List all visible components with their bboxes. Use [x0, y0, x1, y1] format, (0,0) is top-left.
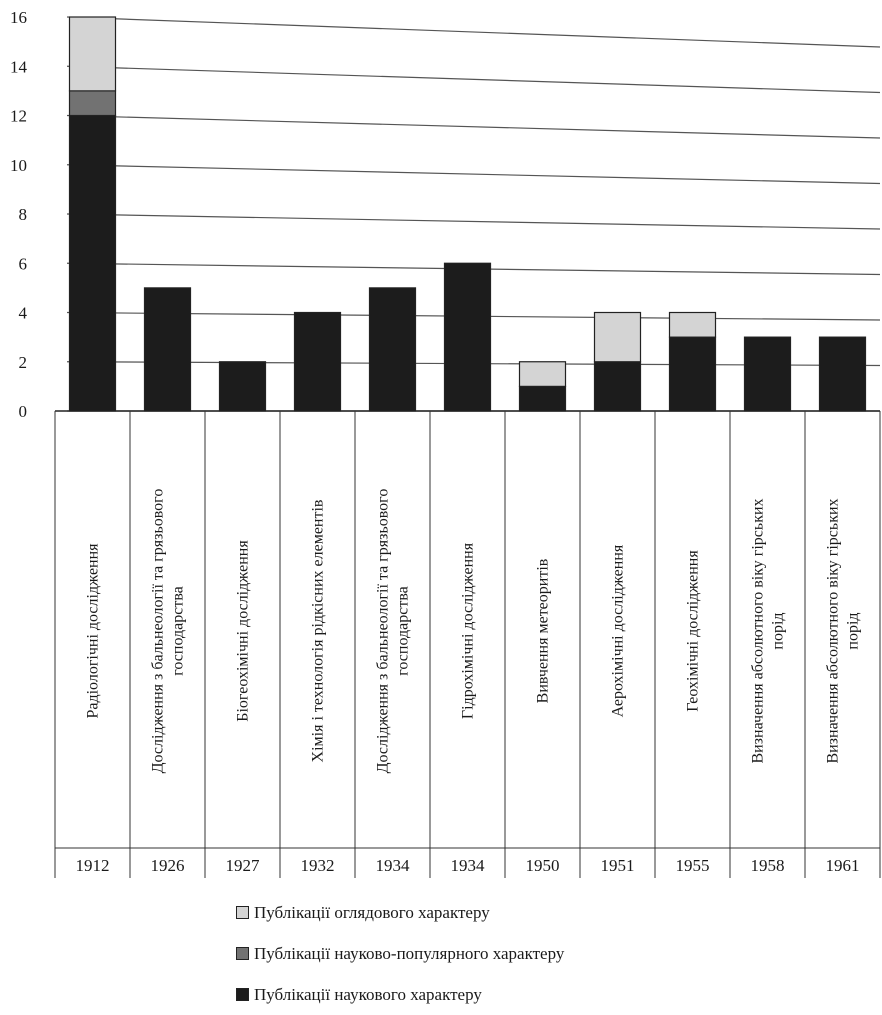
- bar-segment: [818, 336, 867, 412]
- gridlines: [55, 16, 881, 412]
- y-tick-label: 12: [10, 107, 27, 126]
- bar-segment: [518, 361, 567, 387]
- y-tick-label: 4: [19, 304, 28, 323]
- legend: Публікації оглядового характеру Публікаці…: [236, 892, 564, 1015]
- bar-segment: [743, 336, 792, 412]
- y-tick-label: 10: [10, 156, 27, 175]
- legend-swatch: [236, 906, 249, 919]
- year-label: 1950: [526, 856, 560, 875]
- category-label: Гідрохімічні дослідження: [460, 542, 477, 719]
- legend-label: Публікації оглядового характеру: [254, 902, 490, 922]
- legend-label: Публікації науково-популярного характеру: [254, 943, 565, 963]
- category-label: Визначення абсолютного віку гірських: [825, 498, 842, 763]
- year-label: 1926: [151, 856, 185, 875]
- bar-segment: [68, 16, 117, 92]
- year-label: 1934: [451, 856, 486, 875]
- bar-segment: [593, 311, 642, 363]
- bar-segment: [668, 336, 717, 412]
- y-tick-label: 8: [19, 205, 28, 224]
- gridline: [66, 114, 881, 139]
- bars: [68, 16, 867, 412]
- bar-segment: [68, 114, 117, 412]
- category-label: Біогеохімічні дослідження: [235, 540, 252, 722]
- category-label: господарства: [170, 586, 187, 676]
- bar-segment: [368, 287, 417, 412]
- category-label: Дослідження з бальнеології та грязьового: [375, 489, 392, 774]
- year-label: 1934: [376, 856, 411, 875]
- year-label: 1955: [676, 856, 710, 875]
- category-label: Геохімічні дослідження: [685, 550, 702, 712]
- gridline: [66, 16, 881, 48]
- year-label: 1932: [301, 856, 335, 875]
- bar-segment: [443, 262, 492, 412]
- y-tick-label: 14: [10, 57, 28, 76]
- legend-item: Публікації науково-популярного характеру: [236, 933, 564, 974]
- y-axis-ticks: 0 2 4 6 8 10 12 14 16: [10, 8, 28, 421]
- y-tick-label: 16: [10, 8, 27, 27]
- bar-segment: [293, 311, 342, 412]
- year-label: 1951: [601, 856, 635, 875]
- legend-label: Публікації наукового характеру: [254, 984, 482, 1004]
- y-tick-label: 6: [19, 254, 28, 273]
- category-label: порід: [845, 612, 862, 649]
- legend-item: Публікації оглядового характеру: [236, 892, 564, 933]
- category-label: Аерохімічні дослідження: [610, 544, 627, 717]
- y-tick-label: 2: [19, 353, 28, 372]
- bar-segment: [593, 361, 642, 412]
- bar-segment: [668, 311, 717, 338]
- gridline: [66, 213, 881, 230]
- category-label: Дослідження з бальнеології та грязьового: [150, 489, 167, 774]
- year-label: 1958: [751, 856, 785, 875]
- category-label: Радіологічні дослідження: [85, 543, 102, 719]
- category-label: Вивчення метеоритів: [535, 558, 552, 703]
- category-table: Радіологічні дослідження 1912 Дослідження …: [54, 411, 881, 878]
- category-label: Визначення абсолютного віку гірських: [750, 498, 767, 763]
- bar-segment: [68, 90, 117, 117]
- year-label: 1912: [76, 856, 110, 875]
- category-label: господарства: [395, 586, 412, 676]
- gridline: [66, 65, 881, 94]
- legend-swatch: [236, 988, 249, 1001]
- year-label: 1961: [826, 856, 860, 875]
- category-label: Хімія і технологія рідкісних елементів: [310, 499, 327, 762]
- legend-swatch: [236, 947, 249, 960]
- bar-segment: [143, 287, 192, 412]
- bar-segment: [218, 361, 267, 412]
- y-tick-label: 0: [19, 402, 28, 421]
- gridline: [66, 164, 881, 185]
- legend-item: Публікації наукового характеру: [236, 974, 564, 1015]
- category-label: порід: [770, 612, 787, 649]
- year-label: 1927: [226, 856, 261, 875]
- bar-segment: [518, 385, 567, 412]
